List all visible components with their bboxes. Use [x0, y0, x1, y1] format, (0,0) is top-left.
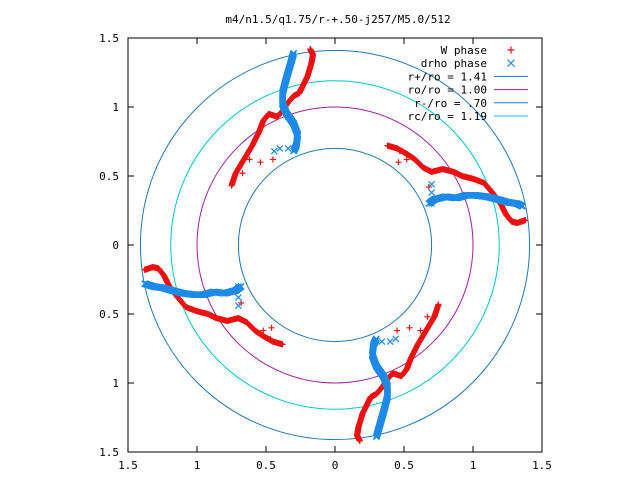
series-0-arm-0-point — [307, 46, 314, 53]
y-tick-label: 0.5 — [99, 170, 119, 183]
chart-title: m4/n1.5/q1.75/r-+.50-j257/M5.0/512 — [225, 13, 450, 26]
series-1-arm-1-point — [519, 202, 527, 210]
series-1-arm-0-point — [290, 49, 298, 57]
axis-ticks: 1.5 1 0.5 0 0.5 1 1.51.510.500.511.5 — [99, 32, 552, 472]
x-tick-label: 0.5 — [256, 459, 276, 472]
legend-marker-sample — [507, 59, 515, 68]
series-0-scatter-point — [267, 335, 274, 342]
series-0 — [141, 46, 529, 444]
series-0-arm-2-point — [356, 437, 363, 444]
legend-marker-sample — [507, 46, 515, 54]
series-1-scatter-point — [392, 335, 400, 343]
x-tick-label: 1.5 — [118, 459, 138, 472]
series-1-scatter-point — [284, 144, 292, 152]
legend-label: drho phase — [421, 57, 487, 70]
series-0-scatter-point — [269, 156, 276, 163]
legend-label: ro/ro = 1.00 — [408, 84, 487, 97]
series-1-scatter-point — [276, 144, 284, 152]
series-0-arm-3-point — [141, 266, 148, 273]
series-0-scatter-point — [394, 327, 401, 334]
reference-circles — [139, 49, 531, 441]
series-1 — [141, 49, 527, 441]
series-0-scatter-point — [417, 327, 424, 334]
series-0-scatter-point — [403, 156, 410, 163]
y-tick-label: 0 — [112, 239, 119, 252]
x-tick-label: 0.5 — [394, 459, 414, 472]
series-1-scatter-point — [428, 200, 436, 208]
series-0-scatter-point — [395, 159, 402, 166]
y-tick-label: 1 — [112, 101, 119, 114]
reference-circle-0 — [139, 49, 531, 441]
series-1-scatter-point — [270, 147, 278, 155]
series-1-scatter-point — [234, 302, 242, 310]
series-0-scatter-point — [424, 313, 431, 320]
legend-label: rc/ro = 1.19 — [408, 110, 487, 123]
series-0-scatter-point — [246, 156, 253, 163]
series-1-scatter-point — [428, 180, 436, 188]
series-1-scatter-point — [234, 294, 242, 301]
series-0-scatter-point — [260, 327, 267, 334]
series-1-scatter-point — [386, 338, 394, 346]
series-1-scatter-point — [378, 338, 386, 346]
legend-label: r+/ro = 1.41 — [408, 70, 487, 83]
x-tick-label: 1 — [194, 459, 201, 472]
series-0-arm-1-point — [522, 217, 529, 224]
legend-label: r-/ro = .70 — [414, 97, 487, 110]
series-1-scatter-point — [234, 282, 242, 290]
y-tick-label: 1 — [112, 377, 119, 390]
series-0-scatter-point — [268, 324, 275, 331]
x-tick-label: 0 — [332, 459, 339, 472]
series-1-arm-3-point — [141, 280, 148, 288]
y-tick-label: 1.5 — [99, 446, 119, 459]
series-1-arm-2-point — [372, 433, 380, 441]
reference-circle-1 — [196, 106, 474, 384]
series-1-scatter-point — [428, 189, 436, 196]
x-tick-label: 1 — [470, 459, 477, 472]
series-0-scatter-point — [257, 159, 264, 166]
legend-label: W phase — [441, 44, 487, 57]
x-tick-label: 1.5 — [532, 459, 552, 472]
y-tick-label: 1.5 — [99, 32, 119, 45]
reference-circle-3 — [170, 80, 500, 410]
reference-circle-2 — [237, 147, 433, 343]
y-tick-label: 0.5 — [99, 308, 119, 321]
series-0-scatter-point — [406, 324, 413, 331]
series-0-scatter-point — [396, 148, 403, 155]
data-series — [141, 46, 529, 444]
series-0-scatter-point — [239, 170, 246, 177]
